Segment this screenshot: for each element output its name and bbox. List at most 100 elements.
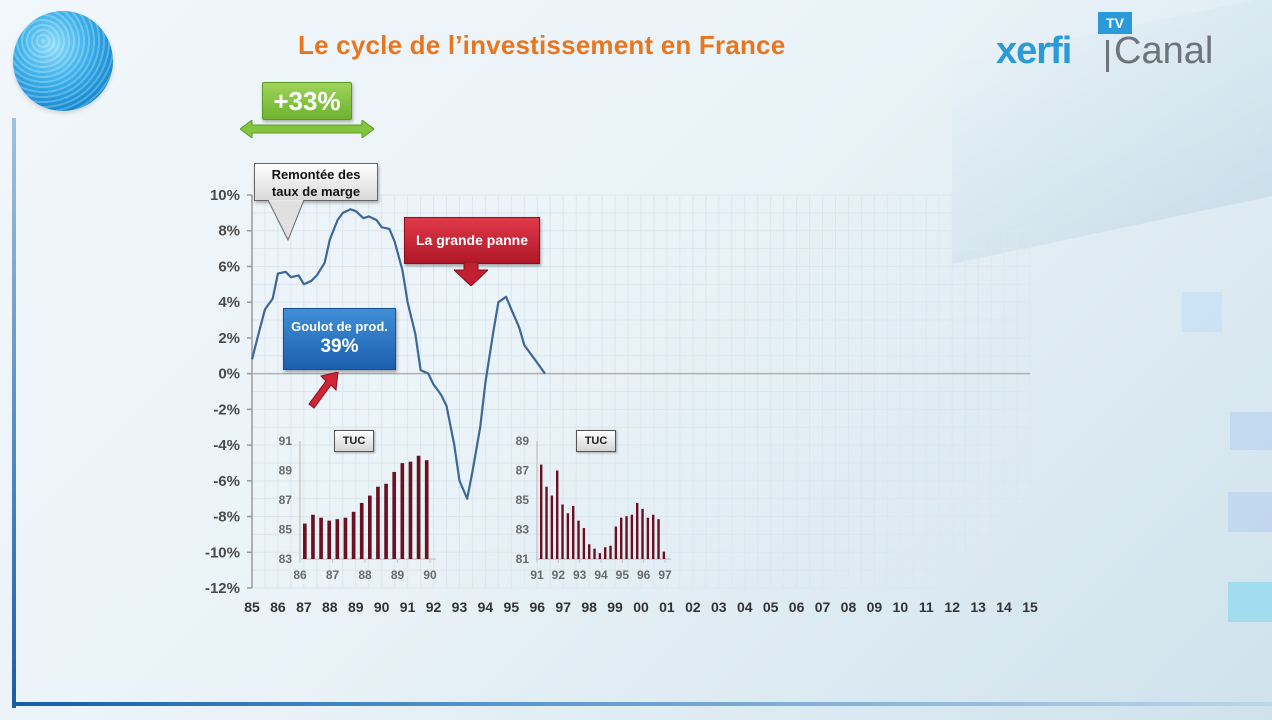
x-tick-label: 15 (1022, 599, 1038, 615)
x-tick-label: 91 (400, 599, 416, 615)
inset-y-tick-label: 81 (516, 552, 530, 566)
inset-x-tick-label: 91 (530, 568, 544, 582)
inset-bar (540, 464, 543, 559)
x-tick-label: 01 (659, 599, 675, 615)
callout-pointer-icon (267, 200, 305, 242)
x-tick-label: 00 (633, 599, 649, 615)
frame-bottom-border (12, 702, 1272, 706)
inset-x-tick-label: 86 (293, 568, 307, 582)
inset-bar (620, 517, 623, 559)
inset-bar (598, 553, 602, 559)
x-tick-label: 94 (478, 599, 494, 615)
x-tick-label: 08 (841, 599, 857, 615)
x-tick-label: 13 (970, 599, 986, 615)
inset-bar (335, 519, 340, 559)
inset-bar (556, 470, 559, 559)
x-tick-label: 10 (893, 599, 909, 615)
inset-x-tick-label: 95 (616, 568, 630, 582)
inset-bar (646, 517, 650, 559)
inset-bar (327, 520, 332, 559)
tuc-label-1: TUC (334, 430, 374, 452)
double-arrow-icon (240, 120, 374, 138)
inset-x-tick-label: 87 (326, 568, 340, 582)
y-tick-label: 4% (218, 294, 240, 311)
goulot-callout-value: 39% (320, 336, 359, 357)
page-title: Le cycle de l’investissement en France (298, 30, 786, 60)
inset-y-tick-label: 83 (279, 552, 293, 566)
inset-bar (376, 486, 380, 559)
x-tick-label: 86 (270, 599, 286, 615)
inset-bar (392, 471, 397, 559)
inset-y-tick-label: 89 (279, 464, 293, 478)
inset-bar (582, 528, 586, 559)
x-tick-label: 03 (711, 599, 727, 615)
inset-x-tick-label: 92 (552, 568, 566, 582)
inset-x-tick-label: 94 (594, 568, 608, 582)
x-tick-label: 12 (944, 599, 960, 615)
inset-bar (368, 495, 372, 559)
inset-bar (359, 502, 364, 559)
x-tick-label: 05 (763, 599, 779, 615)
arrow-down-icon (454, 262, 488, 286)
inset-y-tick-label: 83 (516, 523, 530, 537)
x-tick-label: 97 (555, 599, 571, 615)
inset-bar (408, 461, 413, 559)
inset-bar (588, 544, 591, 559)
inset-bar (384, 483, 388, 559)
tuc-label-2: TUC (576, 430, 616, 452)
inset-x-tick-label: 93 (573, 568, 587, 582)
inset-bar (303, 523, 307, 559)
x-tick-label: 88 (322, 599, 338, 615)
x-tick-label: 96 (529, 599, 545, 615)
inset-y-tick-label: 85 (279, 523, 293, 537)
inset-bar (577, 520, 580, 559)
x-tick-label: 87 (296, 599, 312, 615)
inset-bar (625, 516, 628, 559)
x-tick-label: 06 (789, 599, 805, 615)
logo-brand: xerfi (996, 30, 1072, 72)
inset-x-tick-label: 96 (637, 568, 651, 582)
x-tick-label: 85 (244, 599, 260, 615)
x-tick-label: 07 (815, 599, 831, 615)
x-tick-label: 11 (919, 599, 934, 615)
x-tick-label: 09 (867, 599, 883, 615)
inset-bar (561, 504, 564, 559)
inset-x-tick-label: 90 (423, 568, 437, 582)
x-tick-label: 90 (374, 599, 390, 615)
x-tick-label: 93 (452, 599, 468, 615)
inset-y-tick-label: 87 (516, 464, 530, 478)
y-tick-label: 10% (210, 187, 240, 204)
y-tick-label: 0% (218, 366, 240, 383)
inset-y-tick-label: 87 (279, 493, 293, 507)
inset-y-tick-label: 85 (516, 493, 530, 507)
inset-bar (604, 547, 607, 559)
y-tick-label: -2% (213, 401, 240, 418)
inset-bar (614, 526, 618, 559)
inset-bar (652, 514, 655, 559)
margin-callout: Remontée des taux de marge (254, 163, 378, 201)
arrow-up-icon (308, 372, 339, 409)
logo-tv-tag: TV (1098, 12, 1132, 34)
x-tick-label: 02 (685, 599, 701, 615)
inset-bar (566, 513, 570, 559)
inset-bar (424, 460, 429, 559)
margin-callout-line2: taux de marge (271, 184, 361, 199)
growth-badge: +33% (262, 82, 352, 120)
logo-product: Canal (1114, 30, 1214, 72)
xerfi-canal-logo: xerfi Canal TV (996, 12, 1236, 72)
x-tick-label: 95 (504, 599, 520, 615)
inset-bar (593, 548, 596, 559)
inset-x-tick-label: 97 (658, 568, 672, 582)
inset-x-tick-label: 89 (391, 568, 405, 582)
inset-bar (630, 514, 634, 559)
goulot-callout: Goulot de prod. 39% (283, 308, 396, 370)
goulot-callout-label: Goulot de prod. (291, 319, 388, 334)
inset-bar (545, 486, 548, 559)
frame-left-border (12, 118, 16, 708)
inset-x-tick-label: 88 (358, 568, 372, 582)
inset-bar (572, 505, 575, 559)
y-tick-label: 6% (218, 258, 240, 275)
inset-bar (636, 502, 639, 559)
logo-separator (1106, 40, 1109, 72)
